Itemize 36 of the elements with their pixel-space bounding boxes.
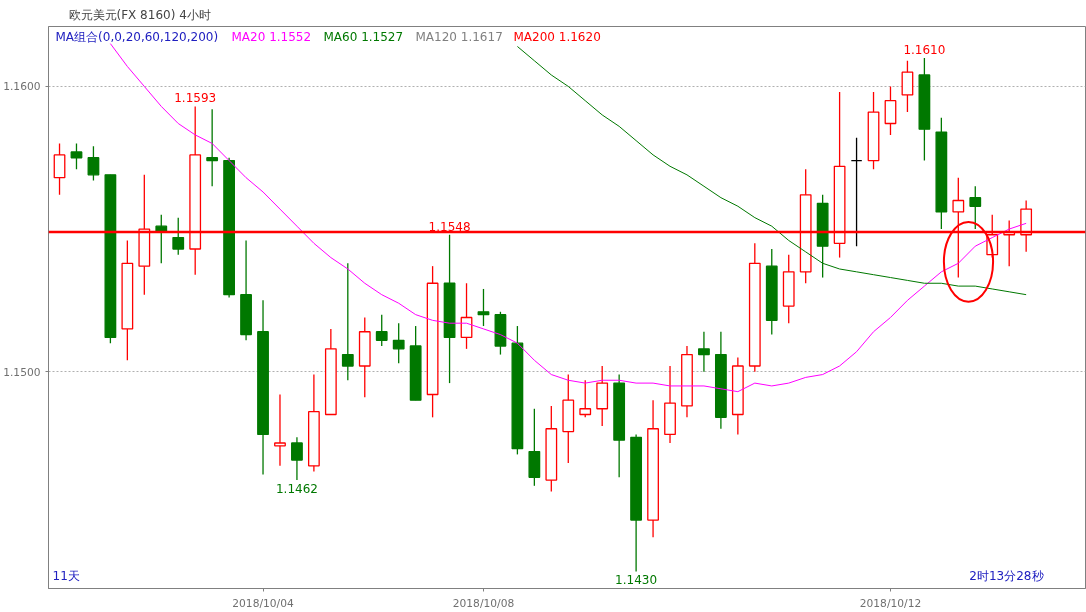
candlestick xyxy=(53,142,66,196)
text: MA20 1.1552 xyxy=(231,29,312,44)
candlestick xyxy=(274,393,286,467)
annotation: MA200 1.1620 xyxy=(513,29,601,44)
candlestick xyxy=(901,60,914,113)
x-tick-label: 2018/10/08 xyxy=(452,596,515,610)
candlestick xyxy=(341,262,354,381)
candlestick xyxy=(969,185,982,230)
candlestick xyxy=(87,145,100,182)
annotation: 1.1430 xyxy=(615,573,658,588)
candlestick xyxy=(698,331,710,373)
candlestick xyxy=(850,137,863,247)
y-tick-label: 1.1500 xyxy=(3,365,41,379)
candlestick xyxy=(477,288,490,327)
candlestick xyxy=(884,85,897,136)
annotation: 2时13分28秒 xyxy=(969,568,1044,583)
candlestick xyxy=(579,379,592,418)
x-tick-label: 2018/10/04 xyxy=(232,596,294,610)
candlestick xyxy=(172,216,185,256)
y-tick-label: 1.1600 xyxy=(3,80,41,94)
annotation: MA120 1.1617 xyxy=(415,29,503,44)
x-tick-label: 2018/10/12 xyxy=(859,596,922,610)
annotation: MA组合(0,0,20,60,120,200) xyxy=(55,29,219,44)
candlestick xyxy=(70,142,83,170)
chart-title: 欧元美元(FX 8160) 4小时 xyxy=(68,7,211,22)
annotation: 11天 xyxy=(52,568,80,583)
text: MA60 1.1527 xyxy=(323,29,404,44)
candlestick xyxy=(375,313,388,347)
candlestick xyxy=(206,108,219,187)
annotation: 1.1593 xyxy=(174,91,217,106)
annotation: 1.1610 xyxy=(903,42,946,57)
line-series xyxy=(516,45,1027,296)
annotation: 1.1548 xyxy=(428,219,471,234)
candlestick xyxy=(291,436,303,481)
candlestick xyxy=(392,322,405,364)
annotation: 1.1462 xyxy=(275,482,318,497)
